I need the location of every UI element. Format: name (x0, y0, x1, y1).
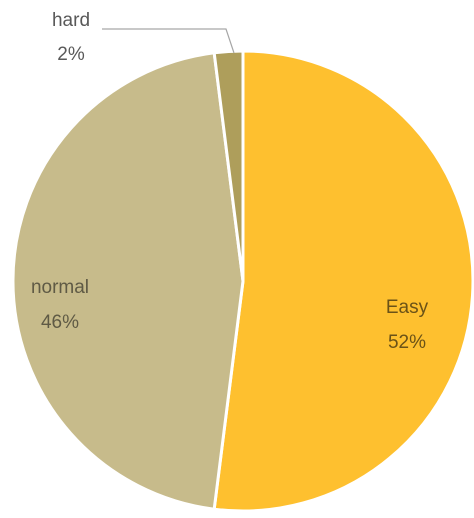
pie-labels: Easy 52% normal 46% hard 2% (31, 10, 429, 353)
slice-value-hard: 2% (57, 44, 85, 65)
slice-value-easy: 52% (388, 332, 426, 353)
hard-leader-line (102, 28, 235, 54)
pie-slice-hard (212, 49, 245, 283)
pie-slice-easy (212, 49, 474, 513)
slice-label-easy: Easy (386, 297, 429, 318)
slice-value-normal: 46% (41, 312, 79, 333)
slice-label-normal: normal (31, 277, 89, 298)
pie-slice-normal (11, 51, 245, 511)
pie-slices (11, 49, 474, 513)
slice-label-hard: hard (52, 10, 90, 31)
